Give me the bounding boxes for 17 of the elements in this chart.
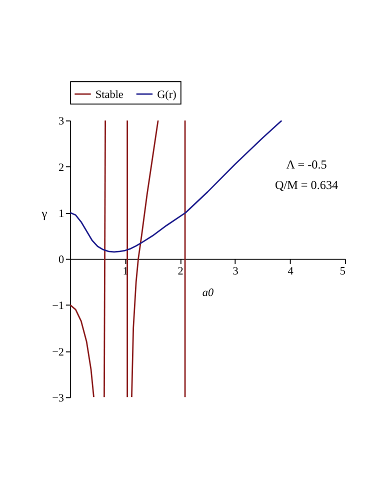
legend-label: Stable (95, 88, 124, 101)
x-tick-label: 2 (178, 265, 184, 278)
y-tick-label: 1 (58, 208, 64, 220)
legend-label: G(r) (157, 88, 177, 101)
y-tick-label: −1 (52, 300, 64, 312)
y-tick-label: 2 (58, 162, 64, 174)
x-axis-title: a0 (202, 286, 214, 299)
y-tick-label: 0 (58, 254, 64, 266)
x-tick-label: 3 (232, 265, 239, 278)
y-tick-label: −2 (52, 346, 64, 358)
y-axis-title: γ (40, 206, 48, 221)
x-tick-label: 4 (288, 265, 294, 278)
annotation: Q/M = 0.634 (274, 178, 338, 192)
x-tick-label: 5 (340, 265, 346, 278)
y-tick-label: 3 (58, 116, 64, 128)
annotation: Λ = -0.5 (286, 157, 327, 172)
y-tick-label: −3 (52, 392, 64, 404)
